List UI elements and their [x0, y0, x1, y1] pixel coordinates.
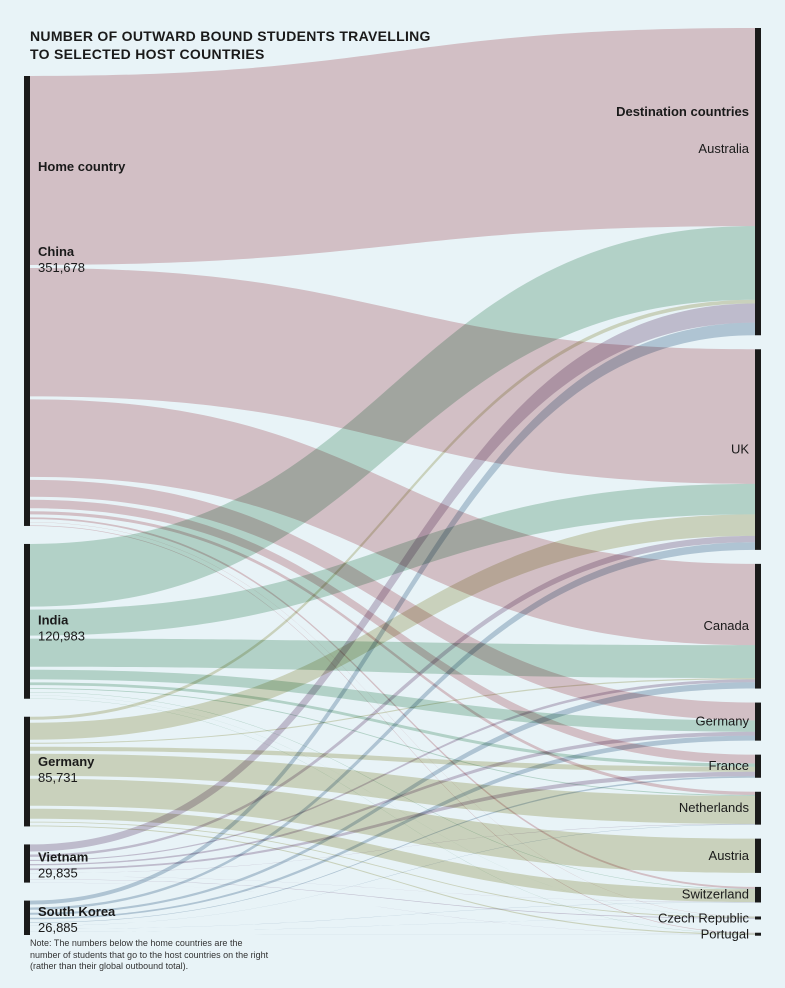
dest-label-uk: UK — [731, 442, 749, 457]
sankey-chart: Home country Destination countries China35… — [0, 0, 785, 988]
source-label-india: India — [38, 612, 69, 627]
source-node-skorea — [24, 901, 30, 935]
source-label-vietnam: Vietnam — [38, 850, 88, 865]
source-header: Home country — [38, 159, 126, 174]
dest-node-australia — [755, 28, 761, 335]
source-node-china — [24, 76, 30, 526]
dest-label-switzerland: Switzerland — [682, 887, 749, 902]
source-label-skorea: South Korea — [38, 904, 116, 919]
dest-node-uk — [755, 349, 761, 550]
dest-node-germany_d — [755, 703, 761, 741]
dest-node-portugal — [755, 933, 761, 936]
dest-label-portugal: Portugal — [701, 927, 750, 942]
chart-footnote: Note: The numbers below the home countri… — [30, 938, 270, 973]
dest-label-austria: Austria — [709, 848, 750, 863]
source-label-china: China — [38, 244, 75, 259]
dest-node-austria — [755, 839, 761, 873]
dest-node-czech — [755, 916, 761, 919]
dest-label-germany_d: Germany — [696, 714, 750, 729]
dest-label-australia: Australia — [698, 141, 749, 156]
dest-label-canada: Canada — [703, 618, 749, 633]
source-node-india — [24, 544, 30, 699]
source-value-skorea: 26,885 — [38, 920, 78, 935]
source-value-germany: 85,731 — [38, 770, 78, 785]
source-value-india: 120,983 — [38, 628, 85, 643]
flow-china-to-australia — [30, 28, 755, 265]
dest-label-france: France — [709, 758, 749, 773]
dest-node-canada — [755, 564, 761, 689]
source-node-vietnam — [24, 844, 30, 882]
dest-label-netherlands: Netherlands — [679, 800, 750, 815]
dest-header: Destination countries — [616, 104, 749, 119]
dest-node-switzerland — [755, 887, 761, 903]
dest-label-czech: Czech Republic — [658, 910, 750, 925]
source-node-germany — [24, 717, 30, 827]
dest-node-netherlands — [755, 792, 761, 825]
source-label-germany: Germany — [38, 754, 95, 769]
source-value-vietnam: 29,835 — [38, 866, 78, 881]
dest-node-france — [755, 755, 761, 778]
source-value-china: 351,678 — [38, 260, 85, 275]
